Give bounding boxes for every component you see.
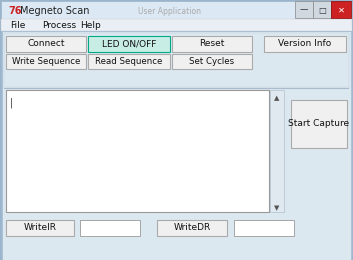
Text: Process: Process — [42, 22, 76, 30]
Text: WriteDR: WriteDR — [173, 224, 211, 232]
Bar — [4, 33, 349, 87]
Bar — [157, 220, 227, 236]
Text: 76: 76 — [8, 6, 22, 16]
Text: Start Capture: Start Capture — [288, 120, 349, 128]
Text: Connect: Connect — [27, 40, 65, 49]
Text: —: — — [300, 5, 308, 15]
Bar — [80, 220, 140, 236]
Bar — [6, 90, 269, 212]
Text: WriteIR: WriteIR — [24, 224, 56, 232]
Bar — [6, 54, 86, 69]
Bar — [295, 1, 313, 18]
Text: Write Sequence: Write Sequence — [12, 57, 80, 66]
Bar — [88, 54, 170, 69]
Text: File: File — [10, 22, 25, 30]
Text: Read Sequence: Read Sequence — [95, 57, 163, 66]
Text: Help: Help — [80, 22, 101, 30]
Text: ▼: ▼ — [274, 205, 280, 211]
Bar — [291, 100, 347, 148]
Text: Version Info: Version Info — [279, 40, 331, 49]
Text: Set Cycles: Set Cycles — [190, 57, 234, 66]
Text: LED ON/OFF: LED ON/OFF — [102, 40, 156, 49]
Bar — [270, 90, 284, 212]
Text: Megneto Scan: Megneto Scan — [20, 6, 90, 16]
Bar — [88, 36, 170, 52]
Text: ✕: ✕ — [337, 5, 345, 15]
Bar — [234, 220, 294, 236]
Text: ▲: ▲ — [274, 95, 280, 101]
Bar — [6, 220, 74, 236]
Bar — [6, 36, 86, 52]
Bar — [264, 36, 346, 52]
Text: □: □ — [318, 5, 326, 15]
Bar — [172, 54, 252, 69]
Bar — [2, 31, 351, 260]
Text: Reset: Reset — [199, 40, 225, 49]
Bar — [313, 1, 331, 18]
Bar — [331, 1, 351, 18]
Bar — [1, 19, 352, 31]
Text: |: | — [10, 98, 13, 108]
Text: User Application: User Application — [138, 6, 202, 16]
Bar — [172, 36, 252, 52]
Bar — [1, 1, 352, 19]
